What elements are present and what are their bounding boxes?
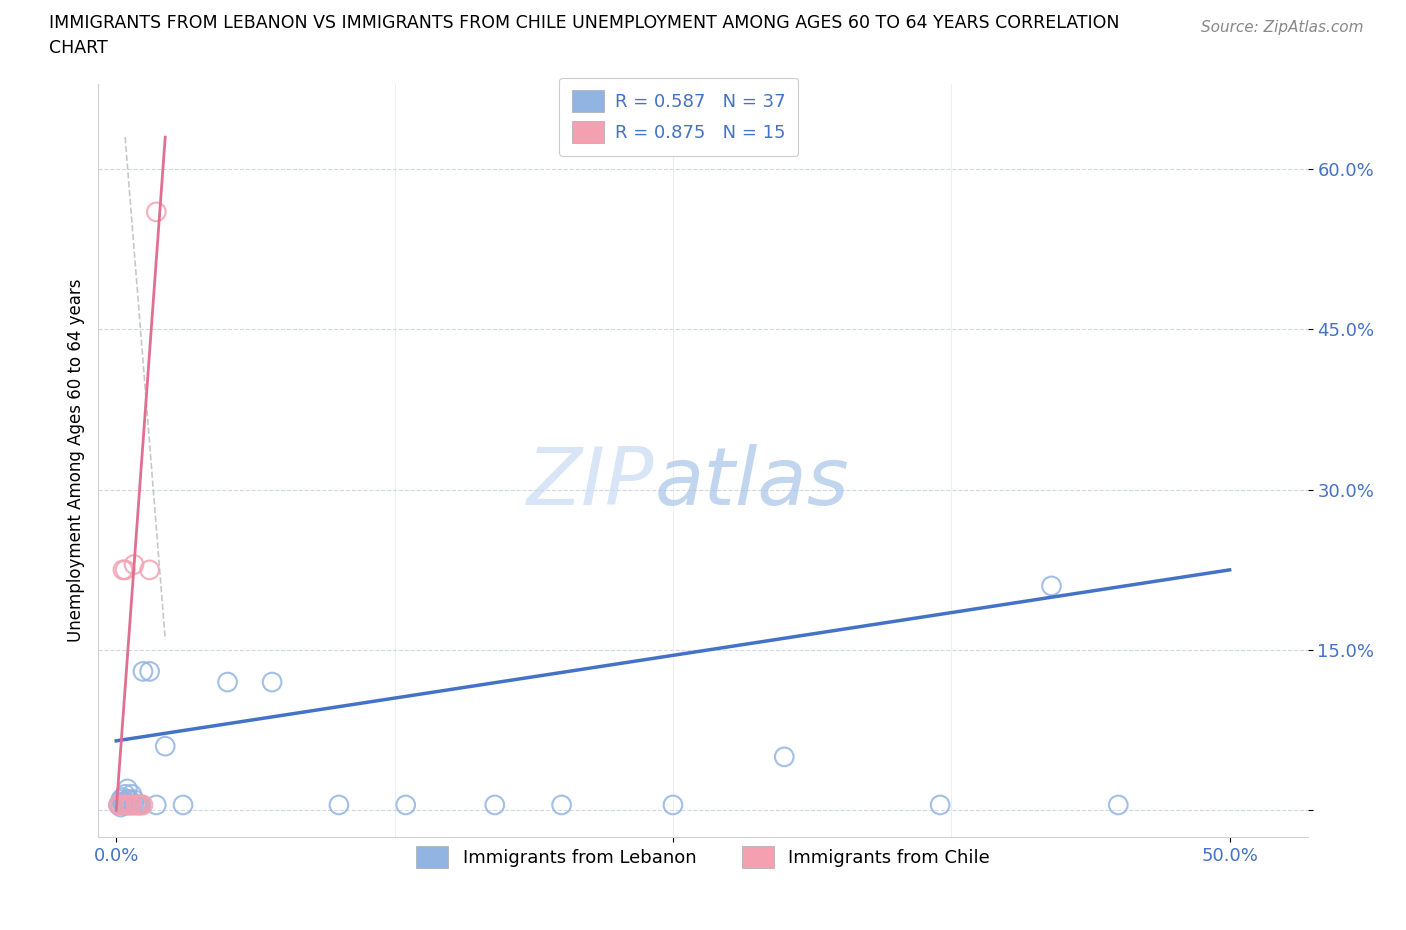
Point	[110, 798, 132, 813]
Point	[118, 792, 141, 807]
Point	[114, 794, 136, 809]
Point	[122, 798, 145, 813]
Point	[118, 798, 141, 813]
Point	[117, 792, 139, 807]
Text: IMMIGRANTS FROM LEBANON VS IMMIGRANTS FROM CHILE UNEMPLOYMENT AMONG AGES 60 TO 6: IMMIGRANTS FROM LEBANON VS IMMIGRANTS FR…	[49, 14, 1119, 32]
Text: ZIP: ZIP	[527, 444, 655, 522]
Point	[328, 798, 350, 813]
Point	[125, 798, 148, 813]
Point	[114, 787, 136, 802]
Point	[111, 790, 134, 804]
Legend: Immigrants from Lebanon, Immigrants from Chile: Immigrants from Lebanon, Immigrants from…	[404, 833, 1002, 881]
Point	[111, 563, 134, 578]
Y-axis label: Unemployment Among Ages 60 to 64 years: Unemployment Among Ages 60 to 64 years	[66, 279, 84, 642]
Point	[132, 664, 155, 679]
Point	[550, 798, 572, 813]
Point	[128, 798, 150, 813]
Point	[121, 787, 143, 802]
Point	[114, 798, 136, 813]
Point	[172, 798, 194, 813]
Text: Source: ZipAtlas.com: Source: ZipAtlas.com	[1201, 20, 1364, 35]
Point	[110, 800, 132, 815]
Point	[395, 798, 418, 813]
Point	[129, 798, 152, 813]
Point	[145, 798, 167, 813]
Point	[118, 798, 141, 813]
Point	[662, 798, 685, 813]
Point	[129, 798, 152, 813]
Point	[262, 674, 284, 689]
Point	[107, 798, 129, 813]
Point	[128, 798, 150, 813]
Point	[1040, 578, 1063, 593]
Point	[138, 664, 160, 679]
Point	[117, 798, 139, 813]
Point	[114, 798, 136, 813]
Point	[145, 205, 167, 219]
Point	[217, 674, 239, 689]
Point	[1107, 798, 1129, 813]
Point	[138, 563, 160, 578]
Point	[111, 795, 134, 810]
Point	[132, 798, 155, 813]
Text: CHART: CHART	[49, 39, 108, 57]
Point	[929, 798, 952, 813]
Point	[125, 798, 148, 813]
Point	[121, 798, 143, 813]
Point	[114, 563, 136, 578]
Point	[117, 781, 139, 796]
Point	[773, 750, 796, 764]
Point	[121, 798, 143, 813]
Point	[122, 792, 145, 807]
Point	[155, 738, 177, 753]
Point	[110, 792, 132, 807]
Point	[484, 798, 506, 813]
Point	[111, 798, 134, 813]
Point	[107, 798, 129, 813]
Text: atlas: atlas	[655, 444, 849, 522]
Point	[117, 798, 139, 813]
Point	[122, 557, 145, 572]
